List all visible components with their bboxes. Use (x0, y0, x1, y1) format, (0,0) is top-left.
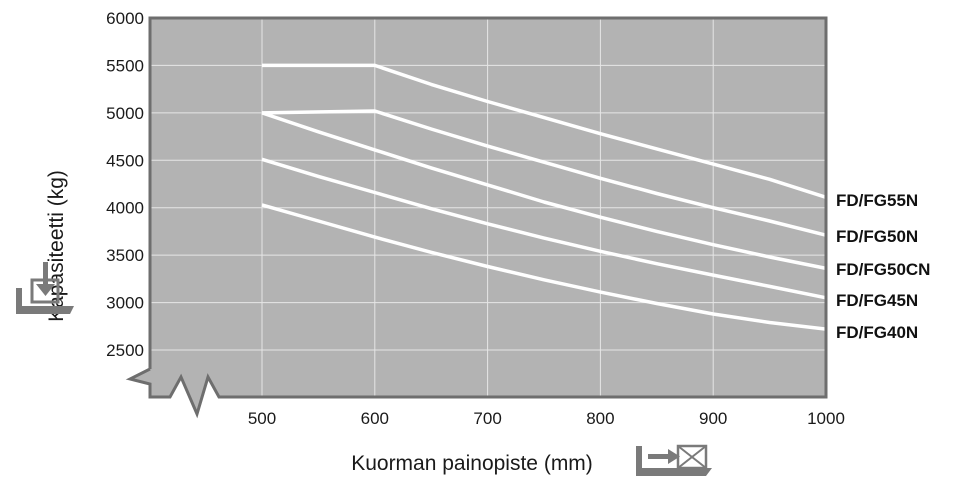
load-down-icon (16, 262, 74, 314)
x-tick-label: 700 (473, 409, 501, 428)
x-tick-label: 500 (248, 409, 276, 428)
plot-border (125, 16, 828, 419)
y-tick-label: 5000 (106, 104, 144, 123)
y-tick-labels: 2500 3000 3500 4000 4500 5000 5500 6000 (106, 9, 144, 360)
y-tick-label: 2500 (106, 341, 144, 360)
series-labels: FD/FG55N FD/FG50N FD/FG50CN FD/FG45N FD/FG40… (836, 191, 930, 342)
series-label: FD/FG45N (836, 291, 918, 310)
series-line-2 (261, 111, 827, 271)
y-tick-label: 3500 (106, 246, 144, 265)
y-axis-title: Kapasiteetti (kg) (45, 170, 68, 322)
y-tick-label: 5500 (106, 56, 144, 75)
y-tick-label: 4000 (106, 199, 144, 218)
series-lines (261, 63, 827, 331)
x-tick-labels: 500 600 700 800 900 1000 (248, 409, 845, 428)
x-tick-label: 800 (586, 409, 614, 428)
y-tick-label: 6000 (106, 9, 144, 28)
series-line-4 (261, 203, 827, 331)
y-tick-label: 4500 (106, 151, 144, 170)
series-label: FD/FG50CN (836, 260, 930, 279)
plot-area (130, 18, 826, 414)
plot-background (130, 18, 826, 414)
x-axis-title: Kuorman painopiste (mm) (351, 452, 593, 475)
y-tick-label: 3000 (106, 294, 144, 313)
x-tick-label: 900 (699, 409, 727, 428)
x-tick-label: 1000 (807, 409, 845, 428)
plot-frame (125, 16, 828, 419)
x-tick-label: 600 (361, 409, 389, 428)
series-line-1 (261, 109, 827, 237)
series-line-0 (262, 63, 827, 199)
series-label: FD/FG55N (836, 191, 918, 210)
load-center-icon (636, 444, 712, 476)
series-label: FD/FG40N (836, 323, 918, 342)
series-label: FD/FG50N (836, 227, 918, 246)
series-line-3 (261, 157, 827, 300)
